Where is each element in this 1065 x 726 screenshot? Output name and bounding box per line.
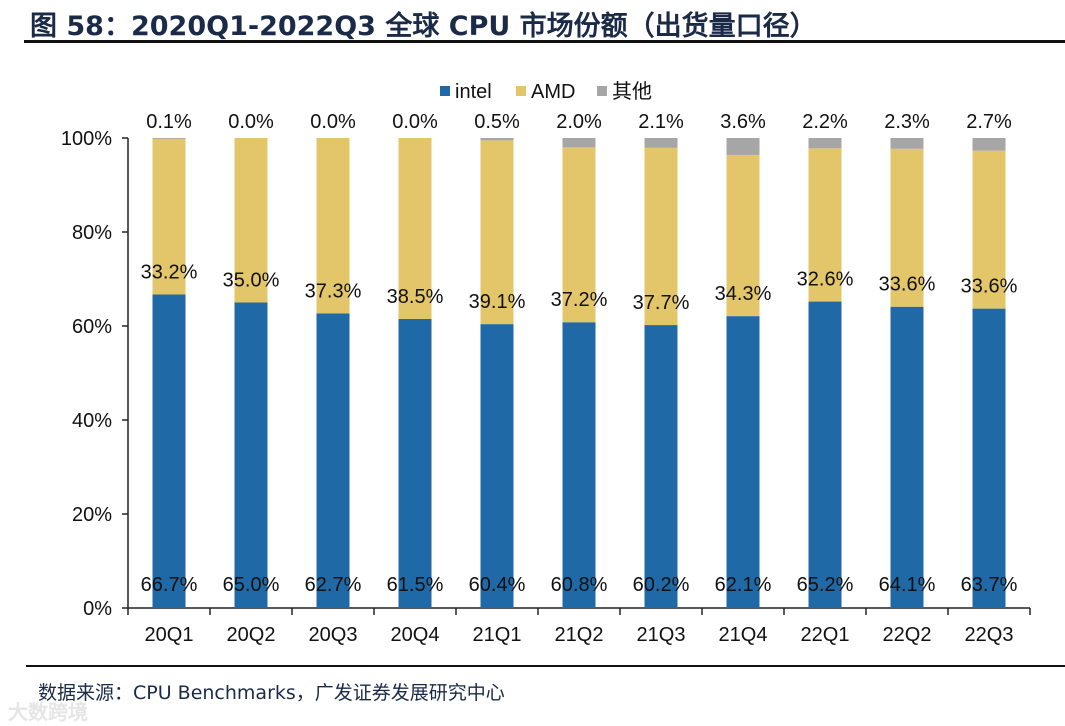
bar-AMD-segment — [890, 148, 924, 307]
amd-data-label: 33.6% — [879, 274, 936, 296]
source-note: 数据来源：CPU Benchmarks，广发证券发展研究中心 — [38, 682, 505, 704]
intel-data-label: 65.0% — [223, 574, 280, 596]
bar-intel-segment — [890, 306, 924, 608]
intel-data-label: 61.5% — [387, 574, 444, 596]
bar-AMD-segment — [316, 138, 350, 314]
intel-data-label: 64.1% — [879, 574, 936, 596]
intel-data-label: 65.2% — [797, 574, 854, 596]
amd-data-label: 34.3% — [715, 283, 772, 305]
legend-swatch — [597, 86, 607, 96]
other-data-label: 0.1% — [146, 111, 192, 133]
bar-AMD-segment — [972, 150, 1006, 309]
bar--segment — [726, 138, 760, 155]
bar-AMD-segment — [398, 138, 432, 319]
x-tick-label: 22Q3 — [965, 624, 1014, 646]
bar-AMD-segment — [234, 138, 268, 303]
x-tick-label: 21Q3 — [637, 624, 686, 646]
amd-data-label: 38.5% — [387, 286, 444, 308]
bar-intel-segment — [726, 316, 760, 608]
watermark: 大数跨境 — [8, 700, 88, 724]
bar-intel-segment — [398, 318, 432, 608]
legend-label: 其他 — [612, 80, 652, 103]
legend-swatch — [440, 86, 450, 96]
x-tick-label: 22Q2 — [883, 624, 932, 646]
intel-data-label: 66.7% — [141, 574, 198, 596]
y-tick-label: 80% — [72, 222, 112, 244]
other-data-label: 0.0% — [228, 111, 274, 133]
other-data-label: 3.6% — [720, 111, 766, 133]
bar-AMD-segment — [480, 140, 514, 325]
intel-data-label: 60.8% — [551, 574, 608, 596]
other-data-label: 2.7% — [966, 111, 1012, 133]
x-tick-label: 22Q1 — [801, 624, 850, 646]
amd-data-label: 37.7% — [633, 292, 690, 314]
bar-intel-segment — [808, 301, 842, 608]
other-data-label: 0.0% — [310, 111, 356, 133]
x-tick-label: 20Q4 — [391, 624, 440, 646]
x-tick-label: 21Q4 — [719, 624, 768, 646]
bar-intel-segment — [234, 302, 268, 608]
bar--segment — [890, 138, 924, 149]
amd-data-label: 33.2% — [141, 262, 198, 284]
bar-intel-segment — [152, 294, 186, 608]
bar--segment — [562, 138, 596, 148]
y-tick-label: 20% — [72, 504, 112, 526]
legend-label: AMD — [531, 81, 575, 103]
other-data-label: 0.5% — [474, 111, 520, 133]
x-tick-label: 21Q1 — [473, 624, 522, 646]
y-tick-label: 100% — [61, 128, 112, 150]
figure-title: 图 58：2020Q1-2022Q3 全球 CPU 市场份额（出货量口径） — [30, 11, 817, 42]
amd-data-label: 32.6% — [797, 269, 854, 291]
x-tick-label: 20Q1 — [145, 624, 194, 646]
y-tick-label: 60% — [72, 316, 112, 338]
bar-AMD-segment — [644, 147, 678, 326]
amd-data-label: 35.0% — [223, 270, 280, 292]
bar-AMD-segment — [808, 148, 842, 302]
x-tick-label: 20Q3 — [309, 624, 358, 646]
amd-data-label: 33.6% — [961, 276, 1018, 298]
bar--segment — [480, 138, 514, 141]
legend-swatch — [516, 86, 526, 96]
title-rule — [24, 40, 1065, 43]
bar--segment — [152, 138, 186, 139]
amd-data-label: 39.1% — [469, 291, 526, 313]
intel-data-label: 62.7% — [305, 574, 362, 596]
intel-data-label: 62.1% — [715, 574, 772, 596]
bar-intel-segment — [316, 313, 350, 608]
intel-data-label: 60.2% — [633, 574, 690, 596]
bar--segment — [972, 138, 1006, 151]
bar-AMD-segment — [152, 138, 186, 295]
legend-label: intel — [455, 81, 492, 103]
y-tick-label: 40% — [72, 410, 112, 432]
other-data-label: 2.1% — [638, 111, 684, 133]
bar-AMD-segment — [726, 154, 760, 317]
bar-AMD-segment — [562, 147, 596, 323]
other-data-label: 0.0% — [392, 111, 438, 133]
bar-intel-segment — [480, 324, 514, 608]
x-tick-label: 21Q2 — [555, 624, 604, 646]
amd-data-label: 37.3% — [305, 280, 362, 302]
bar-intel-segment — [644, 325, 678, 608]
other-data-label: 2.0% — [556, 111, 602, 133]
other-data-label: 2.3% — [884, 111, 930, 133]
x-tick-label: 20Q2 — [227, 624, 276, 646]
y-tick-label: 0% — [83, 598, 112, 620]
bar--segment — [644, 138, 678, 148]
intel-data-label: 63.7% — [961, 574, 1018, 596]
bar-intel-segment — [562, 322, 596, 608]
bar--segment — [808, 138, 842, 149]
amd-data-label: 37.2% — [551, 289, 608, 311]
other-data-label: 2.2% — [802, 111, 848, 133]
bar-intel-segment — [972, 308, 1006, 608]
intel-data-label: 60.4% — [469, 574, 526, 596]
source-rule — [26, 665, 1065, 667]
